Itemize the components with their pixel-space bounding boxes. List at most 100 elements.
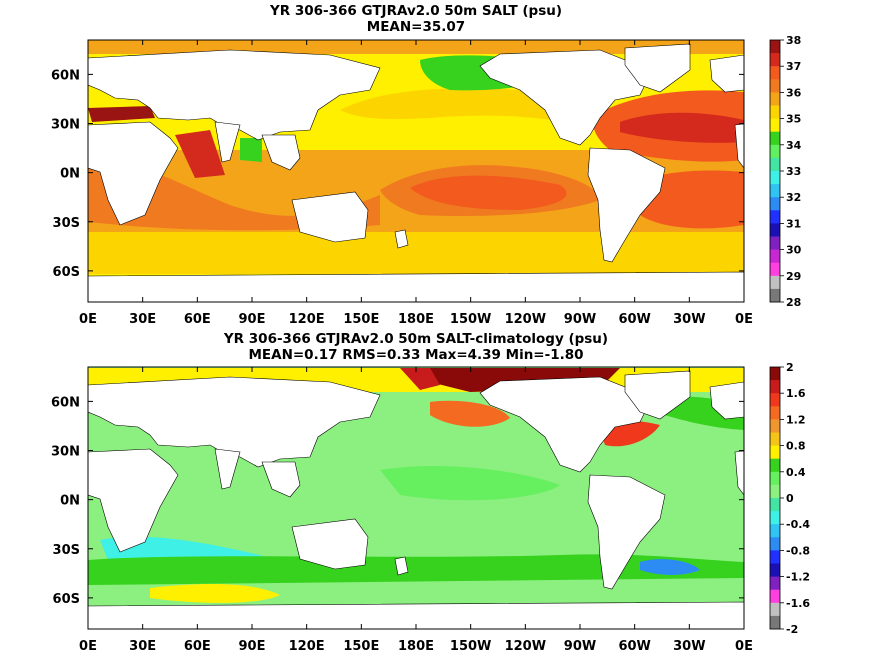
chart1-colorbar: 38 37 36 35 34 33 32 31 30 29 28 (769, 34, 802, 309)
chart2-title: YR 306-366 GTJRAv2.0 50m SALT-climatolog… (223, 331, 609, 347)
chart1-title: YR 306-366 GTJRAv2.0 50m SALT (psu) (269, 3, 563, 19)
chart1-land (88, 43, 744, 302)
chart1-colorbar-segment (770, 249, 780, 264)
chart2-colorbar-segment (770, 393, 780, 407)
chart2-colorbar-segment (770, 615, 780, 630)
chart1-x-tick-label: 0E (79, 312, 97, 327)
chart2-colorbar-segment (770, 589, 780, 604)
chart1-land-antarctica (88, 271, 744, 302)
chart2-colorbar-segment (770, 537, 780, 551)
chart1-colorbar-segment (770, 105, 780, 119)
chart2-y-tick-label: 30N (51, 445, 80, 460)
chart1-colorbar-segment (770, 288, 780, 303)
chart1-colorbar-segment (770, 262, 780, 277)
chart2-pacific-neutral (380, 465, 560, 501)
chart1-subtitle: MEAN=35.07 (366, 19, 466, 35)
chart2-colorbar-label: 1.2 (786, 413, 806, 426)
chart2-land-australia (291, 518, 369, 570)
chart2-x-tick-label: 30E (129, 639, 156, 654)
chart2-x-tick-label: 90E (239, 639, 266, 654)
chart1-colorbar-segment (770, 66, 780, 80)
chart1-x-tick-label: 60W (618, 312, 650, 327)
chart2-land-nz (394, 556, 409, 576)
chart1-y-tick-label: 0N (60, 167, 80, 182)
chart1-land-australia (291, 191, 369, 243)
chart1-colorbar-label: 34 (786, 139, 802, 152)
chart1-x-tick-label: 150W (450, 312, 491, 327)
chart2-y-tick-label: 30S (53, 543, 80, 558)
chart1-land-africa (88, 121, 179, 226)
chart1-x-tick-label: 150E (343, 312, 379, 327)
chart2-x-tick-label: 0E (735, 639, 753, 654)
chart2-y-tick-label: 60S (53, 592, 80, 607)
chart2-colorbar-segment (770, 406, 780, 420)
chart2-colorbar-segment (770, 524, 780, 538)
chart1-colorbar-segment (770, 144, 780, 159)
chart1-colorbar-segment (770, 210, 780, 224)
chart2-colorbar-label: -2 (786, 623, 798, 636)
chart1-colorbar-label: 36 (786, 86, 802, 99)
chart1-colorbar-label: 33 (786, 165, 801, 178)
chart2-colorbar-segment (770, 432, 780, 446)
chart2-land-antarctica (88, 601, 744, 629)
chart2-land-sea-asia (261, 461, 301, 498)
chart1-pacific-core (410, 175, 567, 210)
chart1-x-tick-label: 0E (735, 312, 753, 327)
chart1-land-nz (394, 229, 409, 249)
chart1-colorbar-segment (770, 223, 780, 237)
chart2-colorbar-label: 1.6 (786, 387, 806, 400)
chart1-land-africa-west (734, 123, 744, 169)
chart1-satl-high (640, 170, 744, 229)
chart2-colorbar-label: 0 (786, 492, 794, 505)
chart2-x-tick-label: 120E (289, 639, 325, 654)
chart2-colorbar-label: -1.2 (786, 571, 810, 584)
chart1-y-tick-label: 30S (53, 216, 80, 231)
chart1-x-tick-label: 30W (673, 312, 705, 327)
chart2-alaska-pos (430, 400, 510, 427)
chart1-colorbar-segment (770, 236, 780, 250)
chart1-colorbar-segment (770, 275, 780, 290)
chart1-colorbar-segment (770, 118, 780, 133)
chart2-colorbar-label: 0.4 (786, 466, 806, 479)
chart1-mediterranean (88, 106, 155, 122)
chart2-colorbar-segment (770, 471, 780, 486)
chart2-colorbar-label: 0.8 (786, 440, 806, 453)
chart2-colorbar-segment (770, 563, 780, 577)
chart1-x-tick-label: 120W (505, 312, 546, 327)
chart1-colorbar-segment (770, 197, 780, 211)
chart1-colorbar-segment (770, 131, 780, 146)
chart2-x-tick-label: 60E (184, 639, 211, 654)
chart1-colorbar-label: 38 (786, 34, 801, 47)
chart2-land (88, 370, 744, 629)
chart2-colorbar-segment (770, 576, 780, 591)
chart2-colorbar-segment (770, 380, 780, 394)
chart2-y-tick-label: 60N (51, 395, 80, 410)
chart1-colorbar-label: 28 (786, 296, 801, 309)
chart2-x-tick-label: 180E (398, 639, 434, 654)
chart2-south-pos (88, 554, 744, 585)
chart1-y-tick-label: 60S (53, 265, 80, 280)
chart2-x-tick-label: 120W (505, 639, 546, 654)
chart1-land-eurasia (88, 49, 381, 141)
chart2-x-tick-label: 150E (343, 639, 379, 654)
chart2-colorbar-segment (770, 445, 780, 460)
chart2-colorbar-segment (770, 602, 780, 617)
chart1-plot-area (88, 40, 744, 302)
chart1-arabian-sea (175, 130, 225, 178)
chart1-x-tick-label: 180E (398, 312, 434, 327)
chart2-land-eurasia (88, 376, 381, 468)
chart2-x-tick-label: 30W (673, 639, 705, 654)
chart2-ticks: 0E 30E 60E 90E 120E 150E 180E 150W 120W 90W 60W 30W… (51, 367, 753, 654)
chart2-satl-neg (640, 559, 700, 575)
chart1-colorbar-segment (770, 40, 780, 54)
chart1-colorbar-segment (770, 184, 780, 198)
chart1-colorbar-label: 35 (786, 113, 801, 126)
chart2-colorbar-label: -0.8 (786, 544, 810, 557)
chart1-colorbar-label: 30 (786, 244, 802, 257)
chart1-land-europe-east (709, 54, 744, 93)
chart1-land-greenland (624, 43, 691, 93)
chart2-arctic-max-edge (400, 368, 440, 390)
chart1-ticks: 0E 30E 60E 90E 120E 150E 180E 150W 120W 90W 60W 30W… (51, 40, 753, 327)
chart1-land-samerica (587, 147, 666, 263)
chart2-southern-fresh (150, 584, 280, 603)
